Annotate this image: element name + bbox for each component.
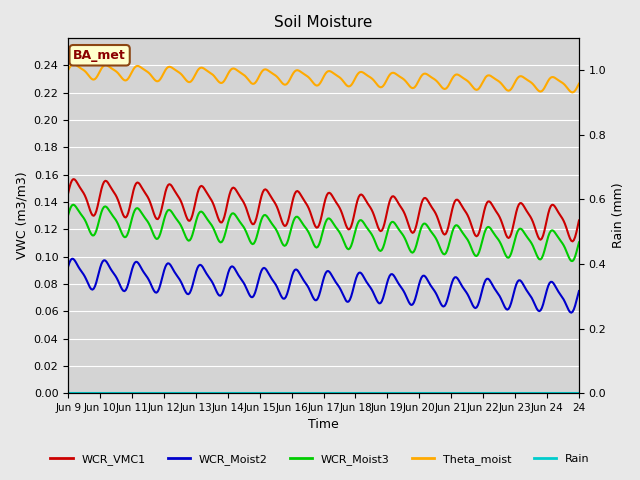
- Y-axis label: Rain (mm): Rain (mm): [612, 183, 625, 249]
- Title: Soil Moisture: Soil Moisture: [275, 15, 372, 30]
- Legend: WCR_VMC1, WCR_Moist2, WCR_Moist3, Theta_moist, Rain: WCR_VMC1, WCR_Moist2, WCR_Moist3, Theta_…: [46, 450, 594, 469]
- X-axis label: Time: Time: [308, 419, 339, 432]
- Text: BA_met: BA_met: [73, 49, 126, 62]
- Y-axis label: VWC (m3/m3): VWC (m3/m3): [15, 172, 28, 259]
